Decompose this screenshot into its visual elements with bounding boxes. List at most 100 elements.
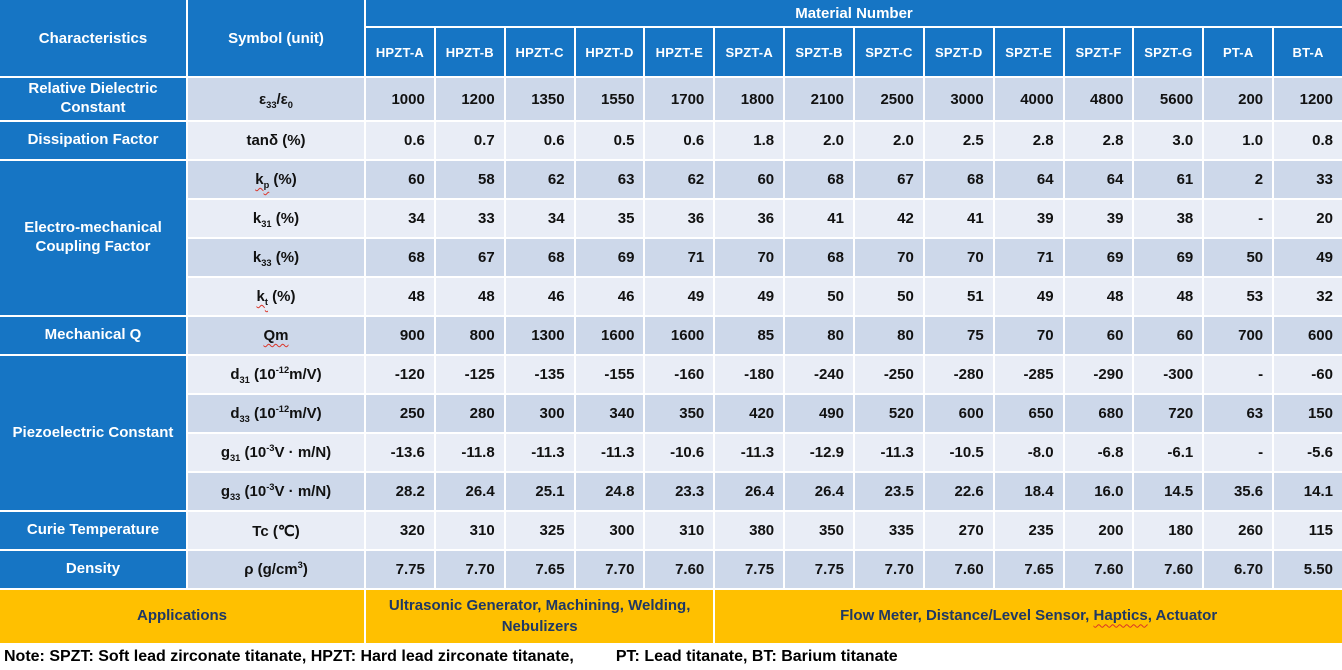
value-tan-delta-SPZT-G: 3.0 — [1134, 122, 1203, 159]
value-kt-BT-A: 32 — [1274, 278, 1342, 315]
value-k33-SPZT-A: 70 — [715, 239, 784, 276]
symbol-e33-e0: ε33/ε0 — [188, 78, 364, 120]
value-Qm-HPZT-E: 1600 — [645, 317, 714, 354]
value-rho-HPZT-E: 7.60 — [645, 551, 714, 588]
value-k31-HPZT-E: 36 — [645, 200, 714, 237]
value-Tc-HPZT-B: 310 — [435, 512, 504, 549]
value-Qm-SPZT-A: 85 — [715, 317, 784, 354]
value-e33-e0-HPZT-D: 1550 — [575, 78, 644, 120]
value-kp-SPZT-C: 67 — [854, 161, 923, 198]
value-Tc-HPZT-A: 320 — [366, 512, 434, 549]
material-header-SPZT-G: SPZT-G — [1134, 28, 1203, 76]
value-d33-HPZT-A: 250 — [366, 395, 434, 432]
value-Qm-SPZT-E: 70 — [994, 317, 1063, 354]
value-rho-SPZT-D: 7.60 — [924, 551, 993, 588]
value-kt-SPZT-F: 48 — [1064, 278, 1133, 315]
value-d33-SPZT-E: 650 — [994, 395, 1063, 432]
value-d33-SPZT-G: 720 — [1134, 395, 1203, 432]
value-k31-SPZT-F: 39 — [1064, 200, 1133, 237]
value-k33-SPZT-G: 69 — [1134, 239, 1203, 276]
value-g31-PT-A: - — [1204, 434, 1273, 471]
value-g31-SPZT-G: -6.1 — [1134, 434, 1203, 471]
value-kt-SPZT-E: 49 — [994, 278, 1063, 315]
material-header-SPZT-D: SPZT-D — [924, 28, 993, 76]
value-d31-SPZT-B: -240 — [785, 356, 853, 393]
value-k31-SPZT-E: 39 — [994, 200, 1063, 237]
value-tan-delta-SPZT-C: 2.0 — [854, 122, 923, 159]
value-k33-HPZT-A: 68 — [366, 239, 434, 276]
value-rho-SPZT-E: 7.65 — [994, 551, 1063, 588]
value-d31-HPZT-D: -155 — [575, 356, 644, 393]
value-d31-SPZT-G: -300 — [1134, 356, 1203, 393]
value-kt-SPZT-A: 49 — [715, 278, 784, 315]
value-kt-SPZT-C: 50 — [854, 278, 923, 315]
value-e33-e0-SPZT-E: 4000 — [994, 78, 1063, 120]
symbol-k31: k31 (%) — [188, 200, 364, 237]
value-kp-HPZT-D: 63 — [575, 161, 644, 198]
value-kt-HPZT-E: 49 — [645, 278, 714, 315]
value-g33-BT-A: 14.1 — [1274, 473, 1342, 510]
value-rho-SPZT-B: 7.75 — [785, 551, 853, 588]
value-g31-SPZT-B: -12.9 — [785, 434, 853, 471]
value-e33-e0-SPZT-F: 4800 — [1064, 78, 1133, 120]
value-Tc-HPZT-E: 310 — [645, 512, 714, 549]
value-kp-BT-A: 33 — [1274, 161, 1342, 198]
value-Qm-SPZT-D: 75 — [924, 317, 993, 354]
value-kp-SPZT-A: 60 — [715, 161, 784, 198]
value-k33-HPZT-E: 71 — [645, 239, 714, 276]
value-k31-HPZT-B: 33 — [435, 200, 504, 237]
value-tan-delta-SPZT-D: 2.5 — [924, 122, 993, 159]
row-group-label-4: Piezoelectric Constant — [0, 356, 186, 510]
applications-label: Applications — [0, 590, 364, 643]
value-kt-SPZT-G: 48 — [1134, 278, 1203, 315]
value-k33-SPZT-D: 70 — [924, 239, 993, 276]
value-k31-SPZT-G: 38 — [1134, 200, 1203, 237]
symbol-kp: kp (%) — [188, 161, 364, 198]
material-header-SPZT-B: SPZT-B — [785, 28, 853, 76]
symbol-k33: k33 (%) — [188, 239, 364, 276]
row-group-label-5: Curie Temperature — [0, 512, 186, 549]
value-k31-SPZT-A: 36 — [715, 200, 784, 237]
value-g31-HPZT-A: -13.6 — [366, 434, 434, 471]
value-d33-HPZT-C: 300 — [505, 395, 574, 432]
material-header-BT-A: BT-A — [1274, 28, 1342, 76]
value-tan-delta-HPZT-C: 0.6 — [505, 122, 574, 159]
value-rho-SPZT-F: 7.60 — [1064, 551, 1133, 588]
value-g31-SPZT-C: -11.3 — [854, 434, 923, 471]
value-kp-HPZT-C: 62 — [505, 161, 574, 198]
value-k33-SPZT-C: 70 — [854, 239, 923, 276]
material-header-HPZT-C: HPZT-C — [505, 28, 574, 76]
value-g31-SPZT-D: -10.5 — [924, 434, 993, 471]
value-tan-delta-SPZT-E: 2.8 — [994, 122, 1063, 159]
value-kp-HPZT-A: 60 — [366, 161, 434, 198]
value-kt-HPZT-A: 48 — [366, 278, 434, 315]
value-k33-PT-A: 50 — [1204, 239, 1273, 276]
value-rho-HPZT-C: 7.65 — [505, 551, 574, 588]
value-kp-SPZT-D: 68 — [924, 161, 993, 198]
value-kt-HPZT-C: 46 — [505, 278, 574, 315]
value-e33-e0-SPZT-C: 2500 — [854, 78, 923, 120]
value-Tc-HPZT-D: 300 — [575, 512, 644, 549]
value-k33-HPZT-D: 69 — [575, 239, 644, 276]
value-g33-SPZT-G: 14.5 — [1134, 473, 1203, 510]
value-kp-SPZT-G: 61 — [1134, 161, 1203, 198]
value-g31-SPZT-A: -11.3 — [715, 434, 784, 471]
value-tan-delta-HPZT-A: 0.6 — [366, 122, 434, 159]
value-tan-delta-SPZT-B: 2.0 — [785, 122, 853, 159]
row-group-label-2: Electro-mechanical Coupling Factor — [0, 161, 186, 315]
value-g31-HPZT-D: -11.3 — [575, 434, 644, 471]
value-d33-HPZT-E: 350 — [645, 395, 714, 432]
value-k33-HPZT-B: 67 — [435, 239, 504, 276]
value-kp-HPZT-B: 58 — [435, 161, 504, 198]
value-tan-delta-HPZT-B: 0.7 — [435, 122, 504, 159]
value-tan-delta-PT-A: 1.0 — [1204, 122, 1273, 159]
value-kt-SPZT-B: 50 — [785, 278, 853, 315]
value-g31-SPZT-F: -6.8 — [1064, 434, 1133, 471]
header-symbol-unit: Symbol (unit) — [188, 0, 364, 76]
value-Tc-SPZT-D: 270 — [924, 512, 993, 549]
value-e33-e0-HPZT-A: 1000 — [366, 78, 434, 120]
value-tan-delta-HPZT-E: 0.6 — [645, 122, 714, 159]
footnote: Note: SPZT: Soft lead zirconate titanate… — [0, 643, 1342, 670]
value-e33-e0-SPZT-G: 5600 — [1134, 78, 1203, 120]
material-header-SPZT-C: SPZT-C — [854, 28, 923, 76]
